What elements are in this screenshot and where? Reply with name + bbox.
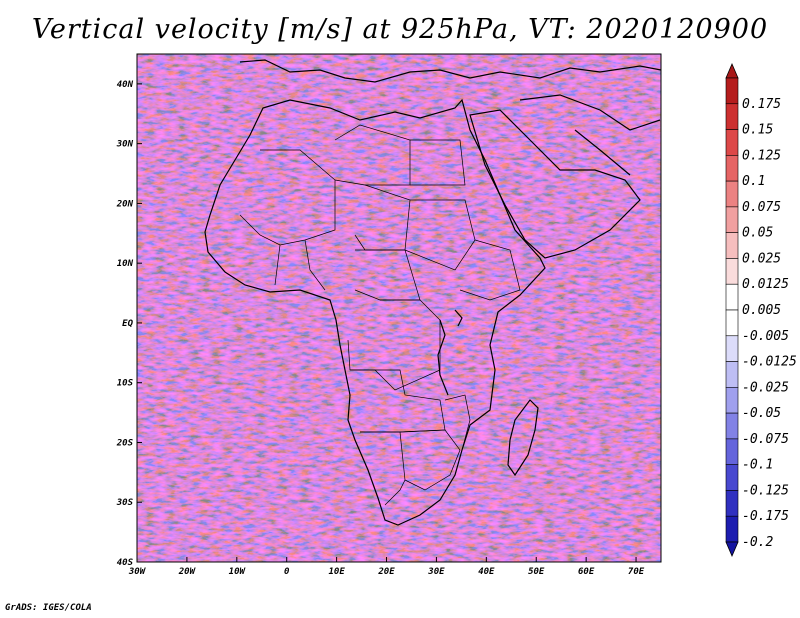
arabia-coastline (469, 109, 641, 259)
lon-tick-label: 40E (478, 567, 495, 577)
lon-tick-label: 10W (229, 567, 247, 577)
plot-area: 30W 20W 10W 0 10E 20E 30E 40E 50E 60E 70E 40N 30N 20… (116, 53, 662, 577)
colorbar-label: 0.075 (742, 200, 781, 215)
lon-tick-label: 70E (628, 567, 645, 577)
lat-tick-label: EQ (122, 319, 133, 329)
coastlines (204, 59, 661, 526)
lat-tick-label: 30S (116, 498, 134, 508)
colorbar-bottom-arrow (725, 541, 739, 558)
colorbar-label: 0.0125 (742, 277, 789, 292)
colorbar-swatch (725, 464, 739, 491)
colorbar-swatch (725, 206, 739, 233)
colorbar: 0.175 0.15 0.125 0.1 0.075 0.05 0.025 0.0125 0.0… (725, 62, 797, 558)
country-borders (239, 124, 521, 506)
colorbar-label: 0.025 (742, 251, 781, 266)
lon-tick-label: 0 (284, 567, 290, 577)
madagascar-coastline (507, 399, 539, 477)
lat-tick-label: 30N (116, 140, 134, 150)
colorbar-label: -0.0125 (742, 355, 797, 370)
lat-tick-label: 40S (117, 558, 134, 568)
colorbar-swatch (725, 438, 739, 465)
colorbar-label: 0.1 (742, 174, 765, 189)
colorbar-swatch (725, 258, 739, 285)
colorbar-swatch (725, 515, 739, 543)
europe-coastline (239, 59, 661, 83)
lon-ticks: 30W 20W 10W 0 10E 20E 30E 40E 50E 60E 70E (128, 557, 645, 577)
colorbar-swatch (725, 361, 739, 388)
lat-ticks: 40N 30N 20N 10N EQ 10S 20S 30S 40S (116, 80, 142, 568)
middle-east-borders (519, 94, 661, 176)
colorbar-label: 0.15 (742, 123, 773, 138)
colorbar-swatch (725, 412, 739, 440)
colorbar-label: -0.05 (742, 406, 781, 421)
lon-tick-label: 20E (377, 567, 395, 577)
colorbar-swatch (725, 77, 739, 105)
colorbar-swatch (725, 335, 739, 362)
east-africa-lakes (437, 309, 463, 396)
colorbar-label: -0.075 (742, 432, 789, 447)
colorbar-label: 0.125 (742, 148, 781, 163)
colorbar-label: 0.175 (742, 97, 781, 112)
africa-coastline (204, 98, 546, 526)
colorbar-top-arrow (725, 62, 739, 79)
colorbar-label: 0.05 (742, 226, 773, 241)
colorbar-swatch (725, 283, 739, 311)
plot-frame (136, 53, 662, 563)
colorbar-swatch (725, 103, 739, 130)
colorbar-swatch (725, 180, 739, 208)
velocity-field (137, 54, 661, 562)
lon-tick-label: 20W (178, 567, 197, 577)
lon-tick-label: 60E (578, 567, 595, 577)
colorbar-label: -0.2 (742, 535, 773, 550)
credit-label: GrADS: IGES/COLA (5, 603, 92, 613)
lat-tick-label: 20S (116, 438, 134, 448)
lon-tick-label: 10E (328, 567, 345, 577)
colorbar-swatch (725, 129, 739, 156)
lat-tick-label: 40N (117, 80, 134, 90)
colorbar-label: -0.1 (742, 458, 773, 473)
lat-tick-label: 10N (117, 259, 134, 269)
lon-tick-label: 30E (427, 567, 445, 577)
lat-tick-label: 10S (117, 379, 134, 389)
colorbar-label: -0.005 (742, 329, 789, 344)
colorbar-swatch (725, 309, 739, 337)
colorbar-swatch (725, 232, 739, 259)
colorbar-label: -0.175 (742, 509, 789, 524)
colorbar-label: 0.005 (742, 303, 781, 318)
colorbar-swatch (725, 387, 739, 414)
lat-tick-label: 20N (116, 199, 134, 209)
lon-tick-label: 50E (528, 567, 545, 577)
lon-tick-label: 30W (128, 567, 147, 577)
map-title: Vertical velocity [m/s] at 925hPa, VT: 2… (31, 14, 769, 45)
colorbar-swatch (725, 155, 739, 182)
colorbar-swatch (725, 490, 739, 517)
colorbar-label: -0.025 (742, 380, 789, 395)
colorbar-label: -0.125 (742, 483, 789, 498)
